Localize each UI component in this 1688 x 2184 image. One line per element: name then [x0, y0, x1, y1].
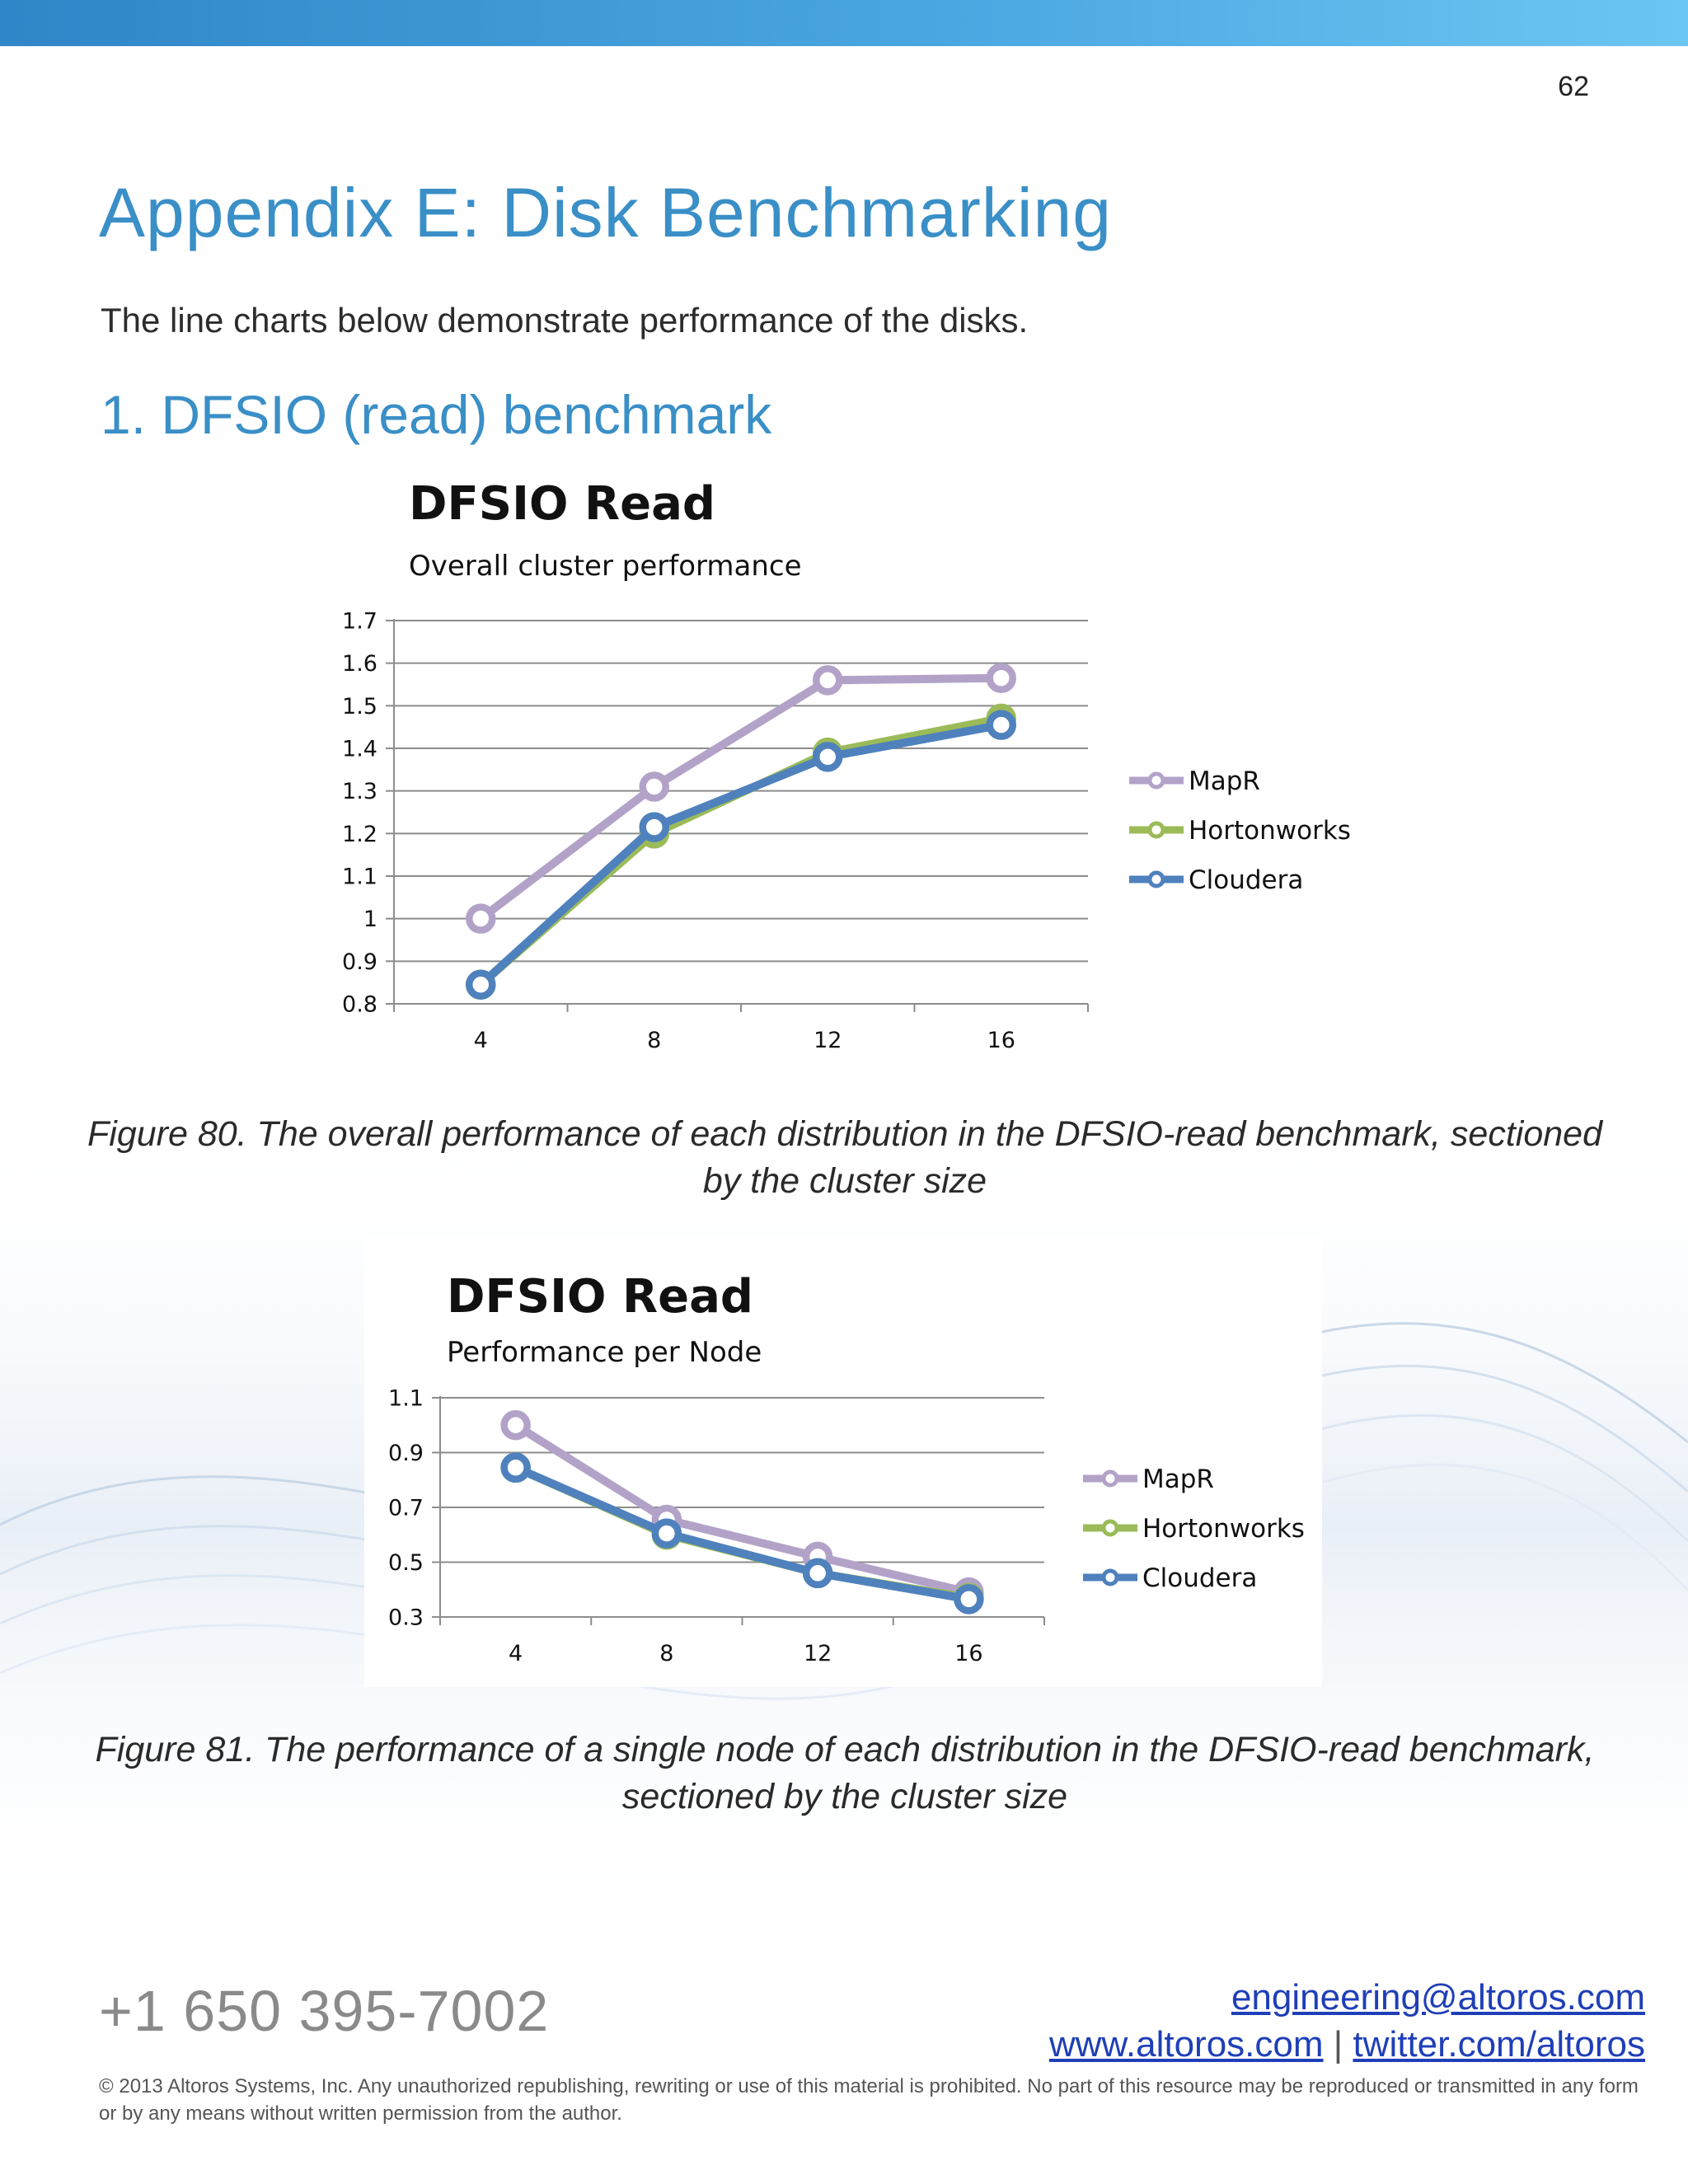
data-point [639, 812, 669, 842]
y-tick-label: 0.9 [342, 949, 377, 975]
series-line [477, 720, 1002, 988]
x-axis-ticks: 4 8 12 16 [509, 1641, 983, 1666]
page-number: 62 [1558, 71, 1589, 102]
legend-marker [1101, 1469, 1119, 1488]
y-tick-label: 1.7 [342, 608, 377, 634]
series-line [513, 1464, 970, 1604]
data-point [466, 969, 496, 1000]
y-tick-label: 1.5 [342, 694, 377, 719]
legend-item-cloudera: Cloudera [1129, 865, 1303, 895]
chart-subtitle: Performance per Node [447, 1336, 762, 1369]
x-tick-label: 16 [954, 1641, 982, 1666]
series-mapr [500, 1410, 984, 1608]
copyright-notice: © 2013 Altoros Systems, Inc. Any unautho… [99, 2075, 1639, 2125]
series-line [478, 673, 1001, 922]
y-tick-label: 0.7 [388, 1495, 424, 1521]
legend-item-mapr: MapR [1129, 766, 1260, 796]
legend-item-hortonworks: Hortonworks [1129, 816, 1351, 846]
y-tick-label: 1.1 [388, 1385, 424, 1411]
page-title: Appendix E: Disk Benchmarking [99, 174, 1112, 251]
y-axis-ticks: 1.7 1.6 1.5 1.4 1.3 1.2 1.1 1 0.9 0.8 [342, 608, 377, 1017]
data-point [639, 771, 669, 802]
x-tick-label: 12 [804, 1641, 832, 1666]
series [466, 663, 1016, 1000]
y-axis-ticks: 1.1 0.9 0.7 0.5 0.3 [388, 1385, 424, 1630]
data-point [986, 710, 1016, 740]
legend-item-mapr: MapR [1083, 1465, 1214, 1494]
chart-title: DFSIO Read [447, 1270, 753, 1324]
data-point [651, 1518, 682, 1549]
legend-marker [1147, 870, 1165, 888]
x-tick-label: 4 [474, 1028, 488, 1053]
legend-marker [1147, 821, 1165, 839]
y-tick-label: 0.5 [388, 1550, 424, 1576]
y-tick-label: 0.8 [342, 991, 377, 1017]
legend-marker [1101, 1568, 1119, 1586]
x-axis-ticks: 4 8 12 16 [474, 1028, 1015, 1053]
data-point [802, 1558, 833, 1589]
y-tick-label: 1.4 [342, 736, 377, 762]
axes [432, 1396, 1045, 1625]
y-tick-label: 1.2 [342, 822, 377, 847]
legend-marker [1101, 1519, 1119, 1537]
y-tick-label: 1.1 [342, 864, 377, 889]
series-line [477, 714, 1002, 988]
website-link[interactable]: www.altoros.com [1048, 2024, 1324, 2064]
x-tick-label: 4 [509, 1641, 523, 1666]
y-tick-label: 1.3 [342, 779, 377, 804]
header-bar [0, 0, 1688, 46]
x-tick-label: 8 [659, 1641, 673, 1666]
legend: MapR Hortonworks Cloudera [1083, 1465, 1305, 1593]
legend-item-cloudera: Cloudera [1083, 1563, 1257, 1593]
twitter-link[interactable]: twitter.com/altoros [1353, 2024, 1645, 2064]
series [500, 1410, 984, 1615]
series-hortonworks [466, 703, 1016, 1000]
data-point [466, 903, 496, 934]
data-point [813, 665, 843, 696]
x-tick-label: 16 [987, 1028, 1015, 1053]
y-tick-label: 0.3 [388, 1605, 424, 1630]
series-cloudera [500, 1452, 984, 1615]
data-point [986, 663, 1016, 693]
email-link[interactable]: engineering@altoros.com [1231, 1977, 1645, 2018]
y-tick-label: 0.9 [388, 1441, 424, 1466]
legend-item-hortonworks: Hortonworks [1083, 1514, 1305, 1544]
series-cloudera [466, 710, 1016, 1000]
chart-per-node-performance: DFSIO Read Performance per Node 1.1 0.9 0.… [364, 1238, 1322, 1687]
chart-overall-performance: DFSIO Read Overall cluster performance 1… [313, 478, 1385, 1080]
figure-caption: Figure 81. The performance of a single n… [95, 1730, 1595, 1816]
legend: MapR Hortonworks Cloudera [1129, 766, 1351, 895]
legend-label: Hortonworks [1189, 816, 1351, 846]
legend-marker [1147, 771, 1165, 790]
x-tick-label: 12 [814, 1028, 842, 1053]
axes [386, 619, 1089, 1012]
contact-links: engineering@altoros.com www.altoros.com … [1049, 1974, 1645, 2068]
legend-label: Cloudera [1142, 1563, 1257, 1593]
y-tick-label: 1.6 [342, 651, 377, 677]
data-point [954, 1584, 984, 1615]
data-point [500, 1410, 531, 1441]
figure-caption: Figure 80. The overall performance of ea… [87, 1114, 1602, 1201]
chart-subtitle: Overall cluster performance [409, 550, 802, 583]
link-separator: | [1333, 2024, 1343, 2064]
gridlines [394, 620, 1088, 963]
x-tick-label: 8 [647, 1028, 661, 1053]
y-tick-label: 1 [363, 907, 377, 932]
intro-paragraph: The line charts below demonstrate perfor… [101, 301, 1029, 340]
series-mapr [466, 663, 1016, 934]
legend-label: MapR [1142, 1465, 1214, 1494]
section-heading: 1. DFSIO (read) benchmark [101, 384, 772, 445]
legend-label: Cloudera [1189, 865, 1303, 895]
legend-label: MapR [1189, 766, 1260, 796]
phone-number: +1 650 395-7002 [99, 1979, 550, 2043]
data-point [500, 1452, 531, 1483]
legend-label: Hortonworks [1142, 1514, 1305, 1544]
data-point [813, 742, 843, 772]
gridlines [440, 1397, 1044, 1563]
chart-title: DFSIO Read [409, 478, 715, 531]
series-line [513, 1422, 970, 1596]
